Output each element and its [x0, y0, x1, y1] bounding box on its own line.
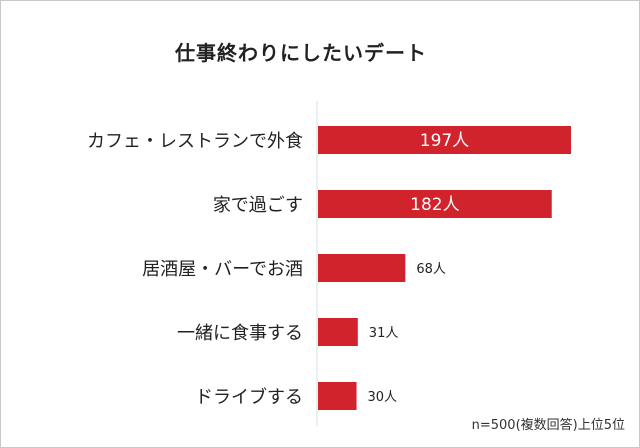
data-label: 30人 [368, 390, 398, 405]
category-label: ドライブする [195, 386, 303, 408]
category-label: 居酒屋・バーでお酒 [142, 259, 303, 280]
bar [318, 318, 358, 346]
bar [318, 126, 571, 154]
data-label: 68人 [416, 262, 446, 277]
category-label: 一緒に食事する [177, 323, 303, 344]
category-label: 家で過ごす [213, 195, 303, 216]
data-label: 31人 [369, 326, 399, 341]
sample-note: n=500(複数回答)上位5位 [471, 418, 625, 433]
bar [318, 254, 406, 282]
category-label: カフェ・レストランで外食 [87, 131, 303, 152]
bar [318, 190, 552, 218]
data-label: 182人 [410, 195, 459, 215]
chart-title: 仕事終わりにしたいデート [175, 41, 427, 65]
data-label: 197人 [420, 131, 469, 151]
bar [318, 382, 357, 410]
